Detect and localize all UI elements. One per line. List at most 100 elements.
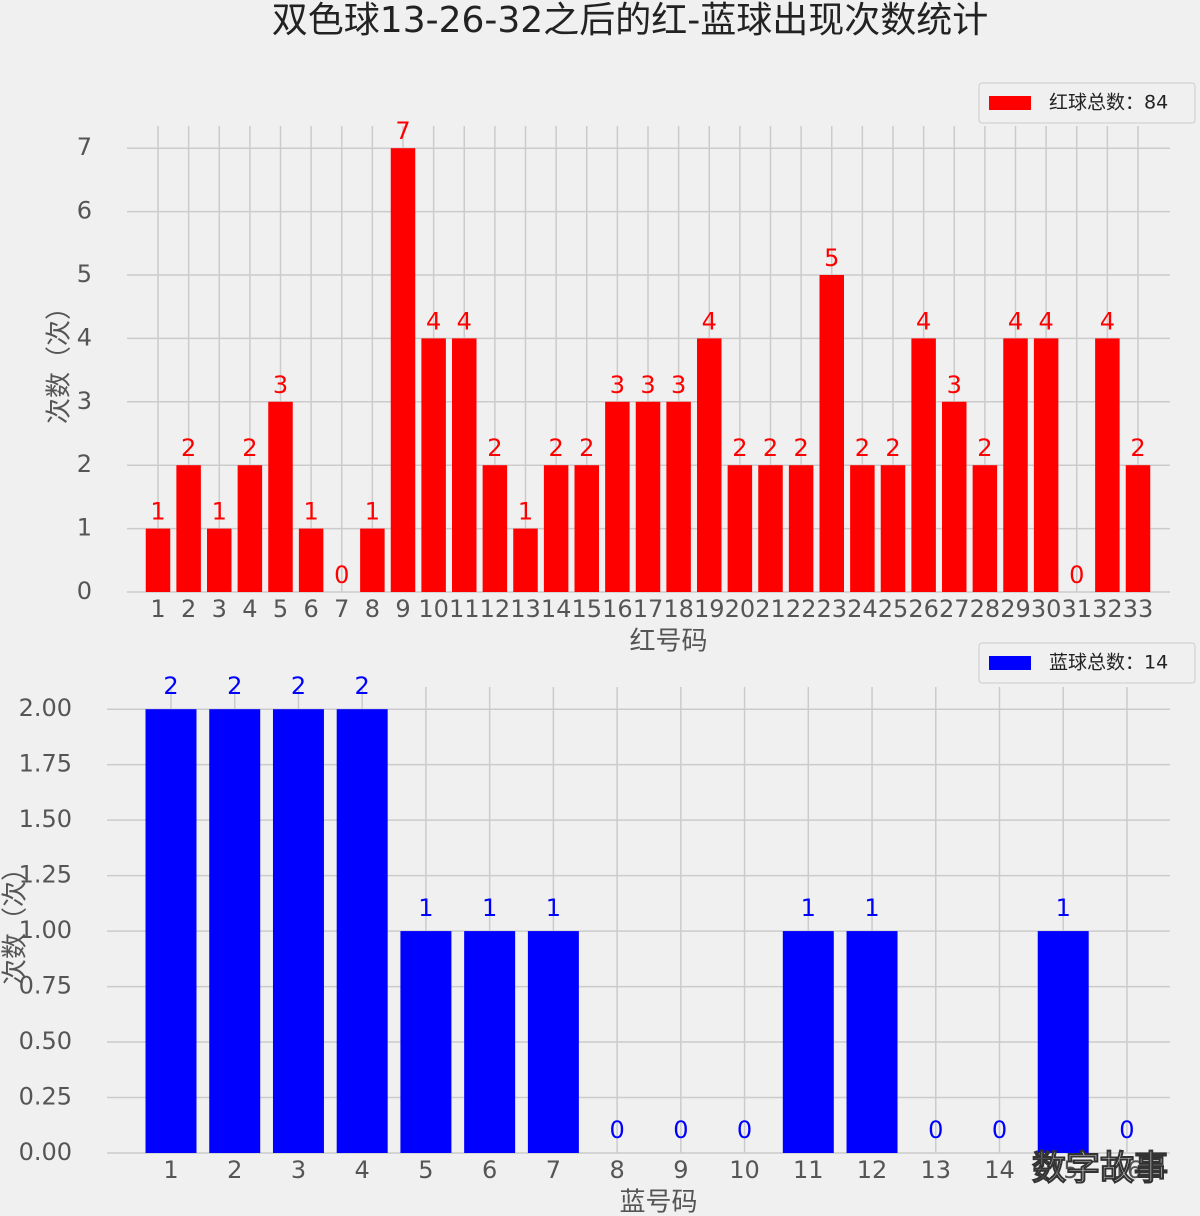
bar bbox=[360, 528, 385, 592]
bar bbox=[727, 465, 753, 592]
value-label: 0 bbox=[609, 1116, 624, 1144]
bar bbox=[819, 274, 844, 592]
value-label: 4 bbox=[1008, 307, 1023, 335]
value-label: 1 bbox=[150, 498, 165, 526]
value-label: 0 bbox=[992, 1116, 1007, 1144]
y-tick-label: 3 bbox=[77, 387, 92, 415]
x-tick-label: 8 bbox=[365, 595, 380, 623]
value-label: 3 bbox=[947, 371, 962, 399]
x-tick-label: 24 bbox=[847, 595, 878, 623]
bar bbox=[605, 401, 630, 592]
bar bbox=[209, 709, 261, 1153]
x-tick-label: 10 bbox=[729, 1156, 760, 1184]
value-label: 2 bbox=[885, 434, 900, 462]
value-label: 1 bbox=[801, 894, 816, 922]
y-axis-label: 次数（次） bbox=[1, 855, 31, 985]
value-label: 2 bbox=[291, 672, 306, 700]
x-tick-label: 8 bbox=[609, 1156, 624, 1184]
x-tick-label: 27 bbox=[939, 595, 970, 623]
bar bbox=[336, 709, 388, 1153]
bar bbox=[207, 528, 232, 592]
bar bbox=[421, 338, 446, 592]
y-tick-label: 0.75 bbox=[19, 972, 72, 1000]
value-label: 1 bbox=[1056, 894, 1071, 922]
figure-title: 双色球13-26-32之后的红-蓝球出现次数统计 bbox=[272, 0, 988, 41]
x-tick-label: 4 bbox=[355, 1156, 370, 1184]
y-tick-label: 1.25 bbox=[19, 861, 72, 889]
value-label: 2 bbox=[855, 434, 870, 462]
y-tick-label: 4 bbox=[77, 323, 92, 351]
y-tick-label: 2.00 bbox=[19, 694, 72, 722]
value-label: 2 bbox=[1130, 434, 1145, 462]
x-tick-label: 29 bbox=[1000, 595, 1031, 623]
bar bbox=[272, 709, 324, 1153]
bar bbox=[298, 528, 324, 592]
x-tick-label: 14 bbox=[541, 595, 572, 623]
value-label: 1 bbox=[518, 498, 533, 526]
x-tick-label: 14 bbox=[984, 1156, 1015, 1184]
x-tick-label: 19 bbox=[694, 595, 725, 623]
x-tick-label: 13 bbox=[920, 1156, 951, 1184]
bar bbox=[1095, 338, 1120, 592]
bar bbox=[452, 338, 477, 592]
value-label: 4 bbox=[702, 307, 717, 335]
bar bbox=[574, 465, 599, 592]
y-tick-label: 0.25 bbox=[19, 1083, 72, 1111]
bar bbox=[1125, 465, 1151, 592]
bar bbox=[880, 465, 906, 592]
x-tick-label: 10 bbox=[418, 595, 449, 623]
legend-label: 蓝球总数：14 bbox=[1049, 652, 1168, 674]
x-tick-label: 18 bbox=[663, 595, 694, 623]
x-tick-label: 1 bbox=[150, 595, 165, 623]
bar bbox=[176, 465, 201, 592]
y-tick-label: 0.50 bbox=[19, 1027, 72, 1055]
value-label: 4 bbox=[1038, 307, 1053, 335]
legend-label: 红球总数：84 bbox=[1049, 92, 1168, 114]
value-label: 0 bbox=[1119, 1116, 1134, 1144]
value-label: 3 bbox=[671, 371, 686, 399]
y-tick-label: 0.00 bbox=[19, 1138, 72, 1166]
bar bbox=[972, 465, 998, 592]
x-tick-label: 28 bbox=[970, 595, 1001, 623]
bar bbox=[846, 931, 898, 1153]
y-tick-label: 0 bbox=[77, 577, 92, 605]
x-tick-label: 11 bbox=[793, 1156, 824, 1184]
bar bbox=[513, 528, 538, 592]
value-label: 2 bbox=[579, 434, 594, 462]
y-tick-label: 1.00 bbox=[19, 916, 72, 944]
value-label: 3 bbox=[640, 371, 655, 399]
value-label: 2 bbox=[242, 434, 257, 462]
x-tick-label: 12 bbox=[480, 595, 511, 623]
value-label: 3 bbox=[610, 371, 625, 399]
value-label: 2 bbox=[548, 434, 563, 462]
bar bbox=[145, 528, 171, 592]
value-label: 1 bbox=[864, 894, 879, 922]
value-label: 1 bbox=[212, 498, 227, 526]
value-label: 4 bbox=[1100, 307, 1115, 335]
x-tick-label: 1 bbox=[163, 1156, 178, 1184]
value-label: 2 bbox=[181, 434, 196, 462]
value-label: 2 bbox=[732, 434, 747, 462]
x-tick-label: 4 bbox=[242, 595, 257, 623]
value-label: 1 bbox=[418, 894, 433, 922]
legend: 红球总数：84 bbox=[978, 82, 1196, 124]
value-label: 3 bbox=[273, 371, 288, 399]
value-label: 0 bbox=[673, 1116, 688, 1144]
x-tick-label: 5 bbox=[418, 1156, 433, 1184]
y-tick-label: 5 bbox=[77, 260, 92, 288]
x-tick-label: 33 bbox=[1123, 595, 1154, 623]
x-tick-label: 2 bbox=[181, 595, 196, 623]
legend: 蓝球总数：14 bbox=[978, 642, 1196, 684]
x-axis-label: 蓝号码 bbox=[619, 1188, 697, 1216]
value-label: 2 bbox=[163, 672, 178, 700]
legend-box bbox=[978, 82, 1196, 124]
bar bbox=[782, 931, 834, 1153]
x-tick-label: 21 bbox=[755, 595, 786, 623]
value-label: 0 bbox=[928, 1116, 943, 1144]
value-label: 1 bbox=[365, 498, 380, 526]
x-tick-label: 3 bbox=[291, 1156, 306, 1184]
x-tick-label: 25 bbox=[878, 595, 909, 623]
value-label: 2 bbox=[977, 434, 992, 462]
value-label: 0 bbox=[1069, 561, 1084, 589]
